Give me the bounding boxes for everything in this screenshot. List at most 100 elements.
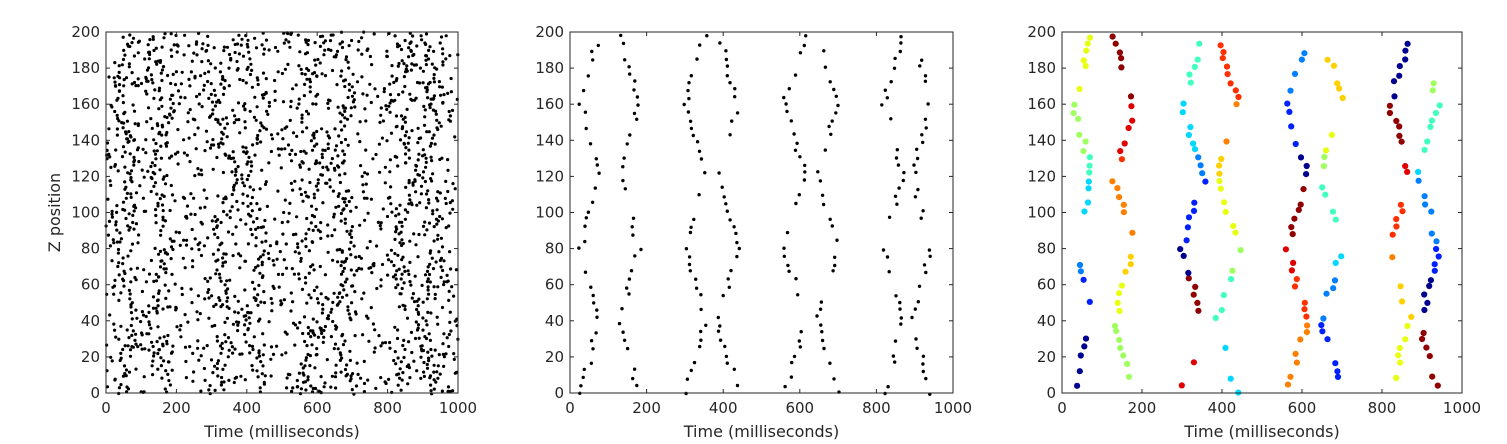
data-point xyxy=(324,181,328,185)
data-point xyxy=(189,70,193,74)
data-point xyxy=(309,139,313,143)
data-point xyxy=(440,389,444,393)
data-point xyxy=(168,237,172,241)
data-point xyxy=(924,126,928,130)
data-point xyxy=(190,227,194,232)
data-point xyxy=(285,332,289,336)
data-point xyxy=(1324,56,1331,63)
data-point xyxy=(241,145,245,149)
data-point xyxy=(303,82,307,86)
data-point xyxy=(887,270,891,274)
data-point xyxy=(140,333,144,337)
data-point xyxy=(233,50,237,55)
data-point xyxy=(300,178,304,182)
data-point xyxy=(1117,148,1124,155)
data-point xyxy=(221,256,225,260)
panel-right: 0 200 400 600 800 100002040608010012014016018… xyxy=(1027,23,1481,441)
data-point xyxy=(343,116,347,120)
data-point xyxy=(127,336,131,340)
data-point xyxy=(130,301,134,305)
data-point xyxy=(1298,56,1305,63)
data-point xyxy=(117,337,121,341)
data-point xyxy=(308,77,312,81)
data-point xyxy=(176,150,180,154)
data-point xyxy=(315,142,319,146)
data-point xyxy=(394,362,398,366)
data-point xyxy=(1221,199,1228,206)
data-point xyxy=(194,42,198,46)
data-point xyxy=(156,201,160,205)
data-point xyxy=(304,358,308,362)
data-point xyxy=(396,383,400,387)
data-point xyxy=(1086,154,1093,161)
data-point xyxy=(217,98,221,102)
data-point xyxy=(225,279,229,283)
data-point xyxy=(167,289,171,293)
data-point xyxy=(150,340,154,344)
data-point xyxy=(223,363,227,367)
data-point xyxy=(428,80,432,85)
data-point xyxy=(158,168,162,172)
data-point xyxy=(699,157,704,161)
data-point xyxy=(117,64,121,68)
data-point xyxy=(329,335,333,339)
data-point xyxy=(695,140,700,144)
data-point xyxy=(113,328,117,332)
data-point xyxy=(412,232,416,236)
data-point xyxy=(128,297,132,301)
data-point xyxy=(635,383,639,388)
data-point xyxy=(443,196,447,200)
data-point xyxy=(442,280,446,284)
data-point xyxy=(306,352,310,357)
data-point xyxy=(350,38,354,43)
data-point xyxy=(1429,373,1436,380)
data-point xyxy=(586,74,590,78)
data-point xyxy=(625,346,630,351)
data-point xyxy=(262,52,266,56)
data-point xyxy=(201,42,205,46)
data-point xyxy=(234,167,238,171)
data-point xyxy=(1303,162,1310,170)
data-point xyxy=(1415,177,1422,184)
data-point xyxy=(372,350,376,354)
data-point xyxy=(269,357,273,361)
data-point xyxy=(1071,101,1078,108)
data-point xyxy=(445,336,449,340)
data-point xyxy=(401,371,405,375)
data-point xyxy=(685,377,690,381)
data-point xyxy=(408,239,412,243)
data-point xyxy=(256,133,260,138)
data-point xyxy=(184,243,189,247)
data-point xyxy=(343,200,347,204)
data-point xyxy=(314,161,319,165)
data-point xyxy=(308,90,312,94)
data-point xyxy=(381,341,385,345)
data-point xyxy=(178,243,182,247)
data-point xyxy=(401,125,405,129)
data-point xyxy=(403,84,407,89)
data-point xyxy=(632,111,637,116)
data-point xyxy=(251,347,255,352)
data-point xyxy=(729,268,733,273)
data-point xyxy=(371,157,375,161)
data-point xyxy=(428,338,432,342)
data-point xyxy=(423,179,427,184)
data-point xyxy=(454,268,458,272)
data-point xyxy=(407,46,411,50)
data-point xyxy=(326,297,330,301)
data-point xyxy=(209,92,213,96)
data-point xyxy=(119,351,123,355)
data-point xyxy=(407,156,411,160)
data-point xyxy=(1115,290,1123,297)
data-point xyxy=(200,60,204,64)
data-point xyxy=(153,152,158,156)
data-point xyxy=(446,389,450,393)
data-point xyxy=(121,126,125,130)
data-point xyxy=(820,330,824,334)
data-point xyxy=(390,64,394,68)
data-point xyxy=(385,214,390,219)
data-point xyxy=(432,225,436,229)
data-point xyxy=(1434,382,1441,389)
data-point xyxy=(134,206,138,210)
data-point xyxy=(265,204,269,208)
